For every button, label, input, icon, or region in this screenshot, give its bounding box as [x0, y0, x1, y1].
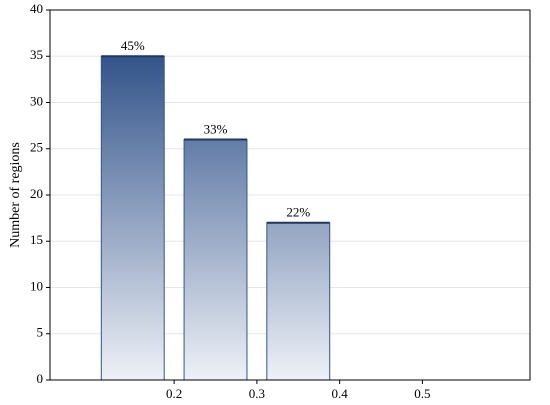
y-tick-label: 20: [30, 186, 43, 201]
y-axis-label: Number of regions: [8, 142, 23, 248]
bar: [266, 222, 331, 381]
bar-label: 45%: [121, 38, 145, 53]
x-tick-label: 0.2: [166, 386, 182, 401]
y-tick-label: 40: [30, 1, 43, 16]
bar-label: 33%: [204, 121, 228, 136]
plot-frame: [49, 9, 531, 381]
y-tick-label: 35: [30, 47, 43, 62]
x-tick-label: 0.4: [332, 386, 349, 401]
bar-label: 22%: [286, 205, 310, 220]
x-tick-label: 0.5: [414, 386, 430, 401]
bar: [183, 139, 248, 381]
y-tick-label: 15: [30, 232, 43, 247]
y-tick-label: 10: [30, 278, 43, 293]
y-tick-label: 25: [30, 140, 43, 155]
x-tick-label: 0.3: [249, 386, 265, 401]
y-tick-label: 0: [37, 371, 44, 386]
y-tick-label: 5: [37, 325, 44, 340]
y-tick-label: 30: [30, 93, 43, 108]
bar: [100, 55, 165, 381]
